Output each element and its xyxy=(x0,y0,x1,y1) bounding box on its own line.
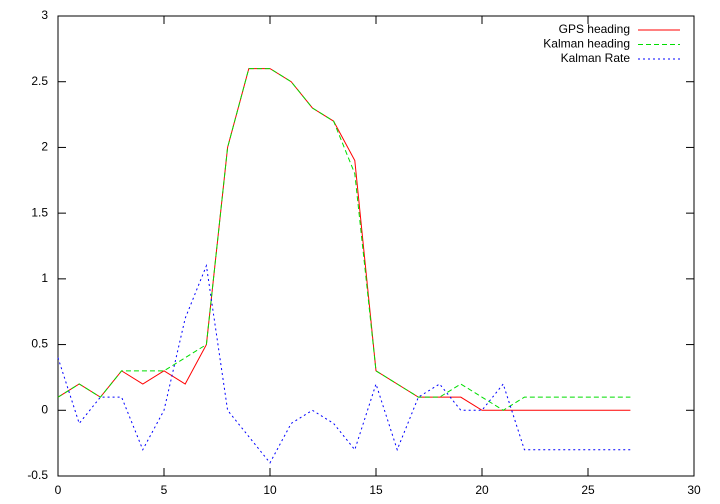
y-tick-label: 2 xyxy=(41,140,48,154)
series-line xyxy=(57,68,631,411)
y-tick-label: 1 xyxy=(41,271,48,285)
y-tick-label: 3 xyxy=(41,8,48,22)
y-tick-label: 0 xyxy=(41,402,48,416)
y-tick-label: -0.5 xyxy=(27,468,48,482)
y-tick-label: 1.5 xyxy=(31,205,48,219)
x-tick-label: 0 xyxy=(55,483,62,497)
x-tick-label: 15 xyxy=(369,483,383,497)
x-tick-label: 20 xyxy=(475,483,489,497)
legend-label: Kalman Rate xyxy=(561,51,631,65)
series-line xyxy=(57,68,631,411)
series-line xyxy=(57,263,631,464)
x-tick-label: 30 xyxy=(687,483,701,497)
x-tick-label: 5 xyxy=(161,483,168,497)
x-tick-label: 25 xyxy=(581,483,595,497)
legend-label: Kalman heading xyxy=(543,37,630,51)
x-tick-label: 10 xyxy=(263,483,277,497)
legend-label: GPS heading xyxy=(559,22,630,36)
y-tick-label: 2.5 xyxy=(31,74,48,88)
plot-border xyxy=(57,15,695,477)
y-tick-label: 0.5 xyxy=(31,337,48,351)
